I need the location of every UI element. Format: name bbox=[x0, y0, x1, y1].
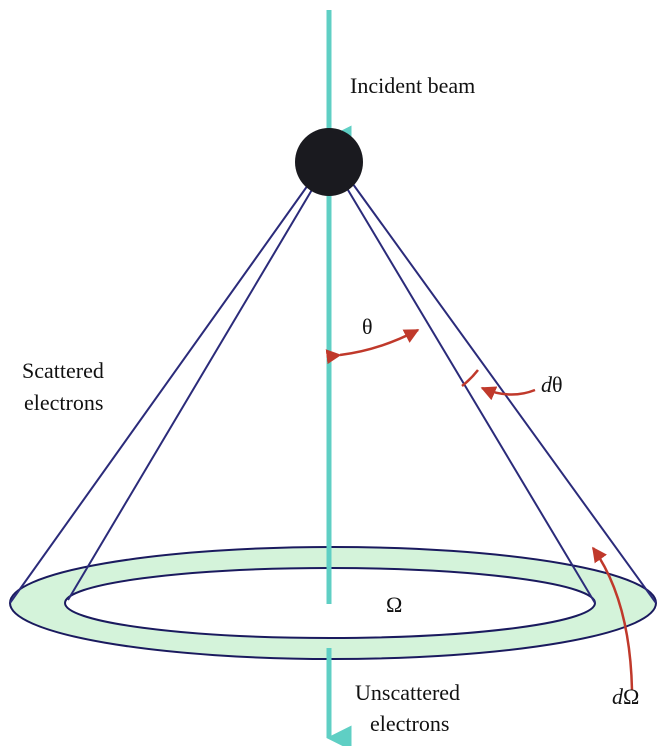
label-omega: Ω bbox=[386, 592, 402, 617]
label-theta: θ bbox=[362, 314, 373, 339]
dtheta-arc bbox=[461, 369, 479, 387]
label-dtheta: dθ bbox=[541, 372, 563, 397]
cone-lines bbox=[9, 179, 657, 604]
label-domega: dΩ bbox=[612, 684, 639, 709]
target bbox=[295, 128, 363, 196]
domega-arrow bbox=[591, 546, 634, 691]
label-incident: Incident beam bbox=[350, 73, 475, 98]
label-unscattered: Unscattered bbox=[355, 680, 460, 705]
theta-arc bbox=[325, 328, 420, 365]
solid-angle-ring bbox=[8, 546, 657, 660]
label-scattered: Scattered bbox=[22, 358, 104, 383]
label-unscattered: electrons bbox=[370, 711, 449, 736]
dtheta-arrow bbox=[480, 386, 536, 401]
label-scattered: electrons bbox=[24, 390, 103, 415]
